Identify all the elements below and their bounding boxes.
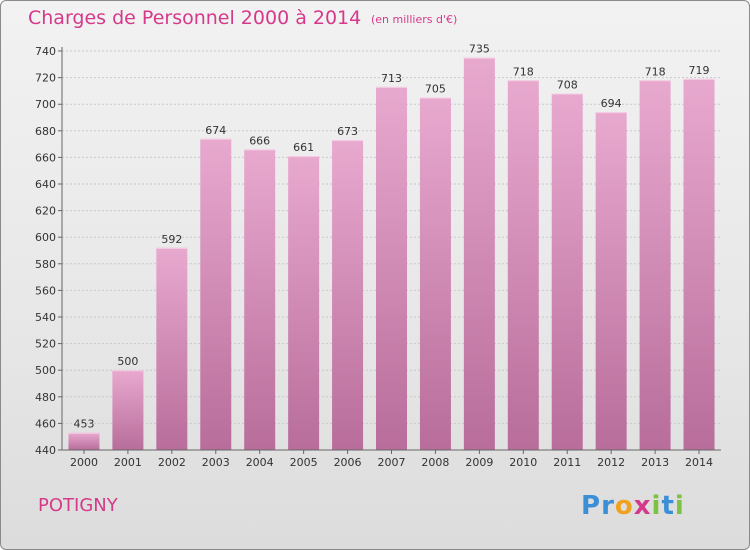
data-label: 708 — [557, 79, 578, 92]
data-label: 718 — [645, 65, 666, 78]
logo-letter: i — [674, 491, 685, 521]
y-tick-label: 440 — [35, 444, 56, 457]
commune-name: POTIGNY — [38, 495, 118, 516]
y-tick-label: 700 — [35, 98, 56, 111]
y-tick-label: 740 — [35, 45, 56, 58]
bar — [156, 247, 188, 450]
data-label: 661 — [293, 141, 314, 154]
bar — [244, 149, 276, 451]
x-tick-label: 2007 — [378, 456, 406, 469]
bar — [68, 432, 100, 450]
data-label: 500 — [117, 355, 138, 368]
y-tick-label: 660 — [35, 151, 56, 164]
bar — [200, 138, 232, 450]
data-label: 666 — [249, 134, 270, 147]
y-tick-label: 720 — [35, 72, 56, 85]
logo-letter: i — [651, 491, 662, 521]
y-tick-label: 620 — [35, 205, 56, 218]
data-label: 718 — [513, 65, 534, 78]
chart-subtitle: (en milliers d'€) — [371, 13, 458, 26]
bar — [376, 86, 407, 450]
x-tick-label: 2011 — [553, 456, 581, 469]
data-label: 453 — [73, 418, 94, 431]
data-label: 694 — [601, 97, 622, 110]
x-tick-label: 2010 — [509, 456, 537, 469]
bars — [68, 57, 715, 451]
bar — [683, 78, 715, 451]
data-label: 674 — [205, 124, 226, 137]
logo-letter: t — [661, 491, 675, 521]
y-tick-label: 540 — [35, 311, 56, 324]
y-tick-label: 520 — [35, 338, 56, 351]
x-tick-label: 2003 — [202, 456, 230, 469]
x-tick-label: 2012 — [597, 456, 625, 469]
logo-letter: x — [633, 491, 652, 521]
bar — [332, 140, 364, 451]
bar — [551, 93, 583, 450]
x-tick-label: 2013 — [641, 456, 669, 469]
chart-title: Charges de Personnel 2000 à 2014 — [28, 7, 362, 29]
y-tick-label: 500 — [35, 364, 56, 377]
logo-letter: r — [601, 491, 615, 521]
y-tick-label: 460 — [35, 417, 56, 430]
data-label: 592 — [161, 233, 182, 246]
x-tick-label: 2002 — [158, 456, 186, 469]
y-tick-label: 640 — [35, 178, 56, 191]
data-label: 713 — [381, 72, 402, 85]
bar — [288, 156, 320, 450]
bar — [463, 57, 495, 451]
bar — [595, 112, 627, 451]
x-tick-label: 2014 — [685, 456, 713, 469]
x-tick-label: 2006 — [334, 456, 362, 469]
x-tick-label: 2000 — [70, 456, 98, 469]
y-tick-label: 600 — [35, 231, 56, 244]
axes — [58, 47, 721, 454]
data-label: 673 — [337, 125, 358, 138]
y-tick-label: 560 — [35, 284, 56, 297]
x-tick-label: 2005 — [290, 456, 318, 469]
y-tick-label: 480 — [35, 391, 56, 404]
bar — [639, 80, 671, 450]
labels: 440 460 480 500 520 540 560 580 600 620 640 660 680 7… — [35, 43, 713, 469]
data-label: 719 — [689, 64, 710, 77]
bar — [507, 80, 539, 450]
y-tick-label: 580 — [35, 258, 56, 271]
proxiti-logo: Proxiti — [581, 491, 685, 521]
x-tick-label: 2001 — [114, 456, 142, 469]
data-label: 735 — [469, 43, 490, 56]
logo-letter: P — [581, 491, 602, 521]
x-tick-label: 2008 — [421, 456, 449, 469]
logo-letter: o — [614, 491, 634, 521]
y-tick-label: 680 — [35, 125, 56, 138]
x-tick-label: 2004 — [246, 456, 274, 469]
bar — [112, 370, 144, 450]
x-tick-label: 2009 — [465, 456, 493, 469]
data-label: 705 — [425, 83, 446, 96]
bar — [419, 97, 451, 451]
